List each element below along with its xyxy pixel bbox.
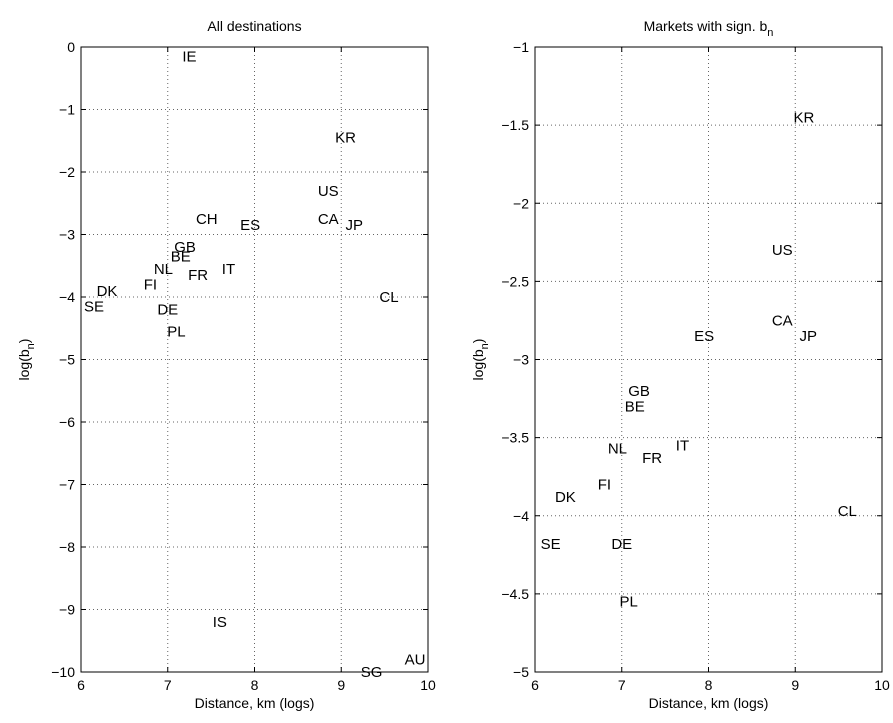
point-label-se: SE [541,536,561,553]
point-label-pl: PL [620,594,638,611]
point-label-ch: CH [196,211,218,228]
y-axis-label: log(bn) [16,339,37,381]
y-tick-label: −1.5 [501,117,529,133]
point-label-be: BE [625,398,645,415]
y-tick-label: −1 [59,102,75,118]
point-label-us: US [772,242,793,259]
point-label-cl: CL [379,289,398,306]
x-axis-label: Distance, km (logs) [649,695,769,711]
point-label-pl: PL [167,323,185,340]
x-tick-label: 10 [874,677,890,693]
y-tick-label: −3 [59,227,75,243]
x-axis-label: Distance, km (logs) [195,695,315,711]
x-tick-label: 9 [791,677,799,693]
y-tick-label: 0 [67,39,75,55]
point-label-es: ES [240,217,260,234]
x-tick-label: 8 [705,677,713,693]
chart-panel-left: 6 7 8 9 10 0 −1 −2 −3 −4 −5 −6 −7 −8 −9 −10 All destinat… [16,18,436,711]
chart-title: All destinations [207,18,301,34]
point-label-jp: JP [346,217,364,234]
chart-panel-right: 6 7 8 9 10 −1 −1.5 −2 −2.5 −3 −3.5 −4 −4.5 −5 Markets … [470,18,890,711]
point-label-us: US [318,183,339,200]
y-tick-label: −2 [59,164,75,180]
chart-title-subscript: n [767,27,773,39]
point-label-jp: JP [800,328,818,345]
point-label-nl: NL [154,261,173,278]
y-tick-label: −9 [59,602,75,618]
point-label-it: IT [222,261,235,278]
chart-title: Markets with sign. bn [644,18,774,39]
x-tick-label: 9 [337,677,345,693]
point-label-nl: NL [608,441,627,458]
point-label-de: DE [157,302,178,319]
y-tick-label: −3.5 [501,430,529,446]
point-label-fi: FI [598,477,611,494]
x-tick-label: 6 [531,677,539,693]
point-label-sg: SG [361,664,383,681]
point-label-ca: CA [772,312,793,329]
y-tick-label: −4 [513,508,529,524]
y-tick-label: −5 [513,664,529,680]
point-label-kr: KR [794,109,815,126]
point-label-is: IS [213,614,227,631]
y-tick-label: −1 [513,39,529,55]
point-label-fr: FR [642,450,662,467]
point-label-gb: GB [174,239,196,256]
point-label-fi: FI [144,277,157,294]
point-label-ca: CA [318,211,339,228]
y-tick-label: −7 [59,477,75,493]
y-tick-label: −8 [59,539,75,555]
point-label-es: ES [694,328,714,345]
point-label-dk: DK [555,489,576,506]
y-tick-label: −6 [59,414,75,430]
point-label-gb: GB [628,383,650,400]
point-label-se: SE [84,298,104,315]
y-tick-label: −3 [513,352,529,368]
y-tick-label: −2 [513,195,529,211]
point-label-be: BE [171,248,191,265]
y-axis-label: log(bn) [470,339,491,381]
point-label-au: AU [405,652,426,669]
x-tick-label: 6 [77,677,85,693]
y-tick-label: −10 [51,664,75,680]
y-tick-label: −2.5 [501,273,529,289]
y-tick-label: −5 [59,352,75,368]
point-label-fr: FR [188,267,208,284]
y-tick-label: −4.5 [501,586,529,602]
y-tick-label: −4 [59,289,75,305]
point-label-ie: IE [182,48,196,65]
x-tick-label: 8 [251,677,259,693]
point-label-de: DE [611,536,632,553]
point-label-dk: DK [97,283,118,300]
point-label-cl: CL [838,503,857,520]
x-tick-label: 7 [618,677,626,693]
point-label-it: IT [676,437,689,454]
point-label-kr: KR [335,130,356,147]
x-tick-label: 10 [420,677,436,693]
x-tick-label: 7 [164,677,172,693]
